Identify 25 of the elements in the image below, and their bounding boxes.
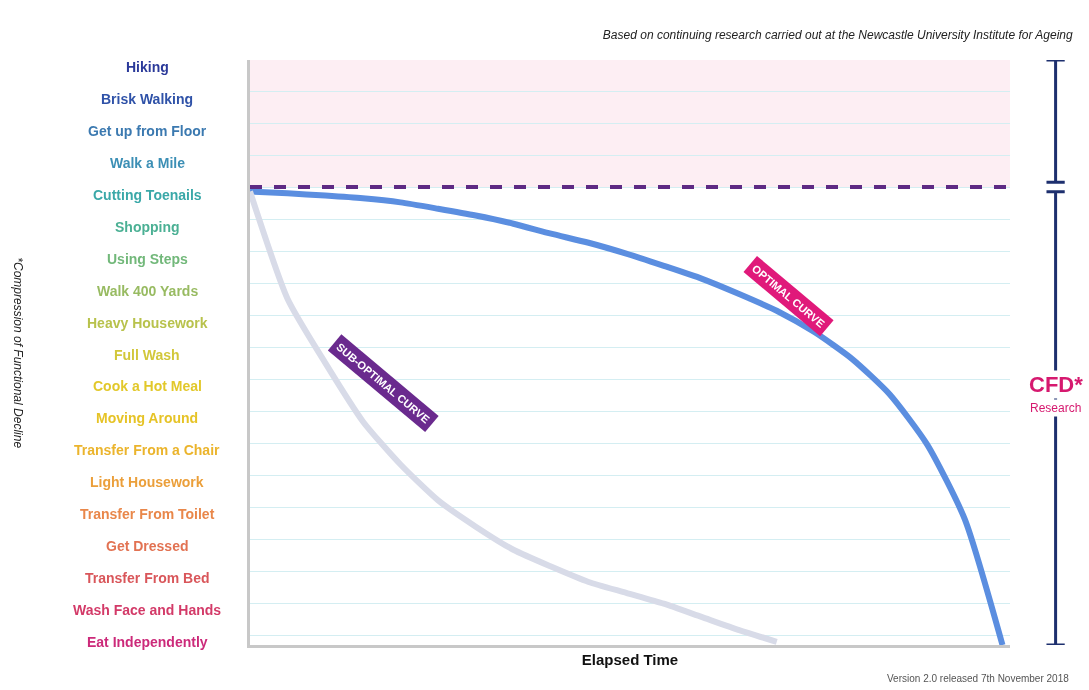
text: Get Dressed (106, 538, 189, 554)
text: Light Housework (90, 474, 204, 490)
text: Transfer From Bed (85, 570, 210, 586)
text: Cook a Hot Meal (93, 378, 202, 394)
text: Hiking (126, 59, 169, 75)
text: Brisk Walking (101, 91, 194, 107)
text: Using Steps (107, 251, 189, 267)
text: Cutting Toenails (93, 187, 202, 203)
text: Moving Around (96, 410, 199, 426)
x-axis-title: Elapsed Time (581, 651, 679, 668)
text: Walk 400 Yards (97, 283, 199, 299)
text: Get up from Floor (88, 123, 207, 139)
text: Transfer From Toilet (80, 506, 215, 522)
text: Transfer From a Chair (74, 442, 221, 458)
text: Eat Independently (87, 634, 208, 650)
text: CFD* (1029, 372, 1084, 397)
text: Version 2.0 released 7th November 2018 (887, 673, 1070, 684)
text: Shopping (115, 219, 180, 235)
chart-title: Based on continuing research carried out at the Newcastle University Institute for Ageing (602, 28, 1073, 43)
text: Heavy Housework (87, 315, 208, 331)
text: Research (1030, 401, 1082, 415)
text: Wash Face and Hands (73, 602, 222, 618)
text: Full Wash (114, 347, 180, 363)
text: *Compression of Functional Decline (10, 257, 25, 449)
text: Walk a Mile (110, 155, 186, 171)
